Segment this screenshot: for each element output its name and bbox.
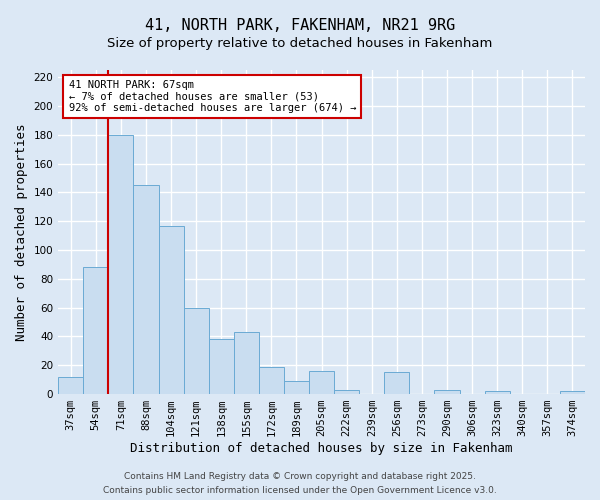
Bar [284, 381, 309, 394]
Bar [184, 308, 209, 394]
Text: 41 NORTH PARK: 67sqm
← 7% of detached houses are smaller (53)
92% of semi-detach: 41 NORTH PARK: 67sqm ← 7% of detached ho… [69, 80, 356, 113]
Bar [209, 340, 234, 394]
Bar [109, 135, 133, 394]
Bar [259, 366, 284, 394]
Text: Contains HM Land Registry data © Crown copyright and database right 2025.: Contains HM Land Registry data © Crown c… [124, 472, 476, 481]
Bar [334, 390, 359, 394]
Bar [158, 226, 184, 394]
Bar [485, 391, 510, 394]
Bar [83, 268, 109, 394]
Bar [234, 332, 259, 394]
X-axis label: Distribution of detached houses by size in Fakenham: Distribution of detached houses by size … [130, 442, 513, 455]
Bar [309, 371, 334, 394]
Bar [133, 185, 158, 394]
Bar [385, 372, 409, 394]
Text: 41, NORTH PARK, FAKENHAM, NR21 9RG: 41, NORTH PARK, FAKENHAM, NR21 9RG [145, 18, 455, 32]
Bar [434, 390, 460, 394]
Text: Contains public sector information licensed under the Open Government Licence v3: Contains public sector information licen… [103, 486, 497, 495]
Y-axis label: Number of detached properties: Number of detached properties [15, 124, 28, 341]
Text: Size of property relative to detached houses in Fakenham: Size of property relative to detached ho… [107, 38, 493, 51]
Bar [58, 377, 83, 394]
Bar [560, 391, 585, 394]
